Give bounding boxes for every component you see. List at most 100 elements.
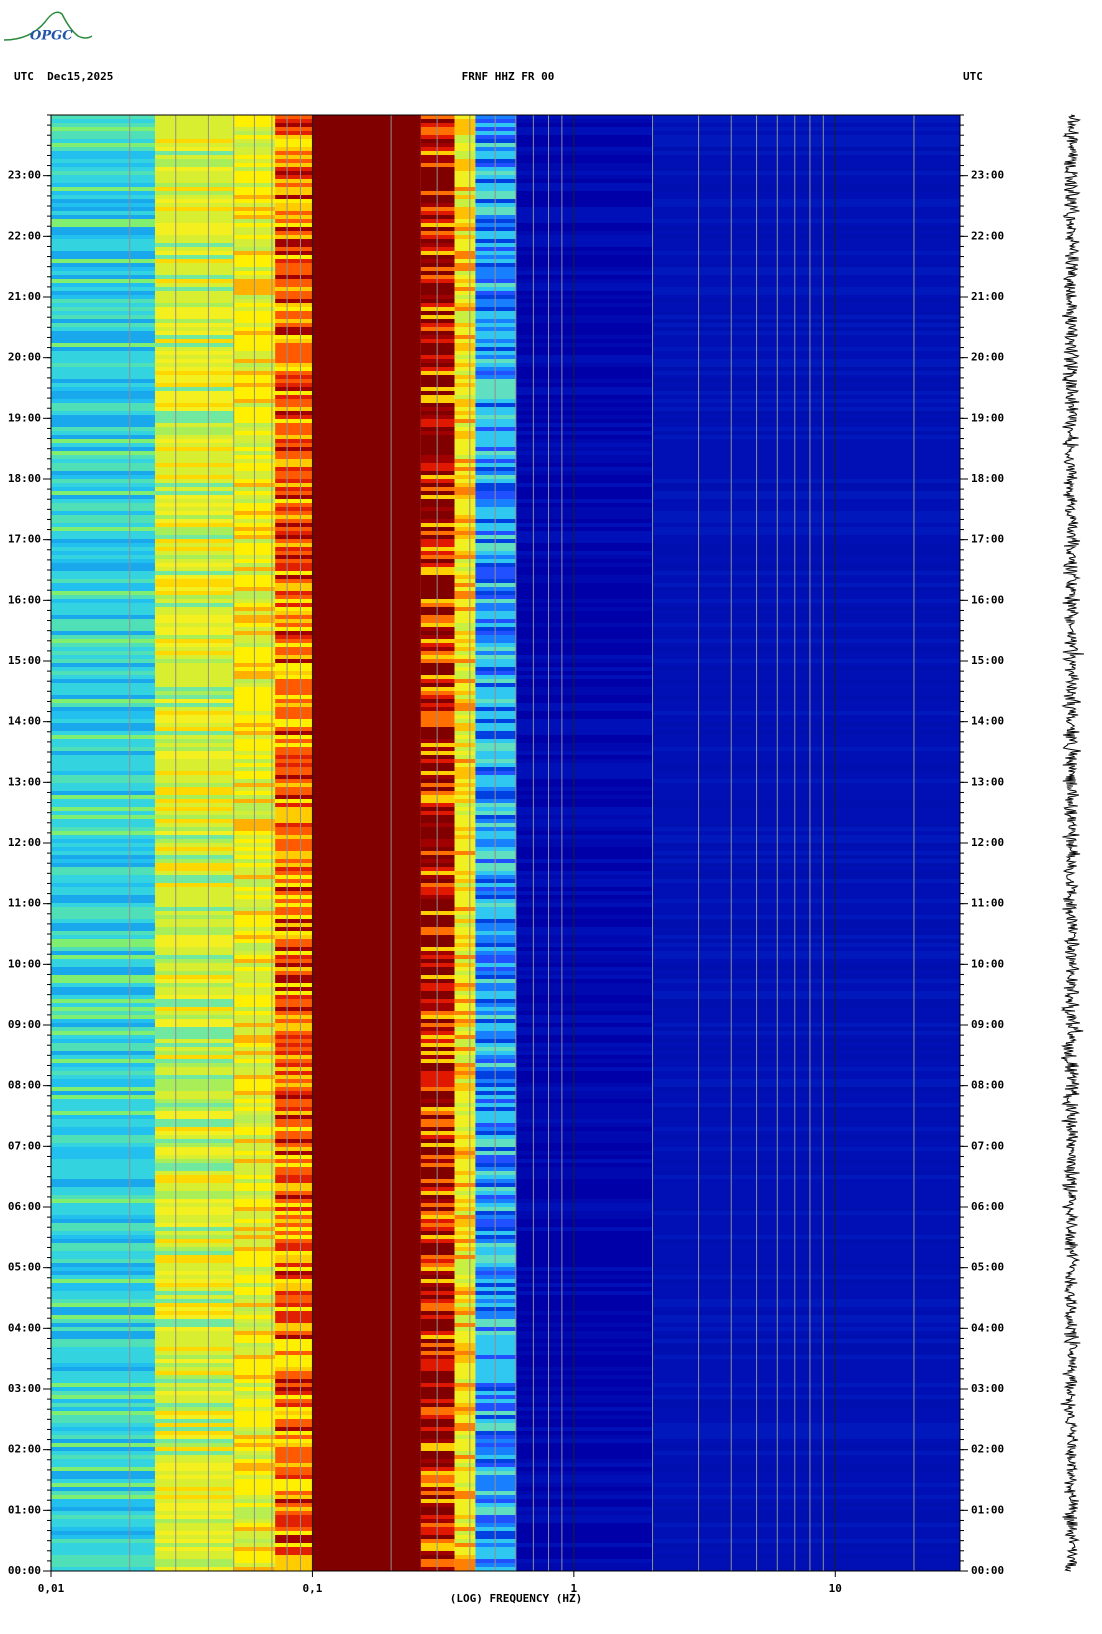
- band-cell: [652, 1187, 960, 1191]
- band-cell: [652, 1171, 960, 1175]
- band-cell: [155, 127, 234, 131]
- band-cell: [515, 715, 653, 719]
- band-cell: [515, 647, 653, 651]
- band-cell: [155, 1319, 234, 1323]
- band-cell: [454, 1067, 476, 1071]
- band-cell: [420, 1515, 455, 1519]
- band-cell: [51, 639, 156, 643]
- band-cell: [515, 1115, 653, 1119]
- band-cell: [275, 1387, 313, 1391]
- band-cell: [51, 1519, 156, 1523]
- band-cell: [155, 1187, 234, 1191]
- band-cell: [275, 1003, 313, 1007]
- band-cell: [420, 1391, 455, 1395]
- band-cell: [515, 675, 653, 679]
- band-cell: [275, 599, 313, 603]
- band-cell: [652, 751, 960, 755]
- y-tick-label: 11:00: [971, 897, 1004, 910]
- band-cell: [515, 527, 653, 531]
- band-cell: [420, 663, 455, 667]
- band-cell: [652, 791, 960, 795]
- band-cell: [515, 1195, 653, 1199]
- band-cell: [420, 735, 455, 739]
- band-cell: [454, 623, 476, 627]
- band-cell: [51, 663, 156, 667]
- band-cell: [454, 447, 476, 451]
- band-cell: [420, 139, 455, 143]
- band-cell: [155, 487, 234, 491]
- band-cell: [454, 1535, 476, 1539]
- band-cell: [454, 163, 476, 167]
- band-cell: [155, 523, 234, 527]
- band-cell: [454, 899, 476, 903]
- band-cell: [420, 319, 455, 323]
- band-cell: [454, 371, 476, 375]
- band-cell: [652, 615, 960, 619]
- band-cell: [652, 731, 960, 735]
- band-cell: [652, 175, 960, 179]
- band-cell: [515, 671, 653, 675]
- band-cell: [420, 1271, 455, 1275]
- band-cell: [515, 651, 653, 655]
- band-cell: [51, 299, 156, 303]
- band-cell: [652, 199, 960, 203]
- band-cell: [275, 239, 313, 243]
- band-cell: [652, 315, 960, 319]
- band-cell: [155, 215, 234, 219]
- band-cell: [420, 511, 455, 515]
- band-cell: [652, 527, 960, 531]
- band-cell: [420, 491, 455, 495]
- band-cell: [420, 403, 455, 407]
- band-cell: [420, 691, 455, 695]
- band-cell: [155, 867, 234, 871]
- band-cell: [420, 1127, 455, 1131]
- band-cell: [51, 387, 156, 391]
- band-cell: [420, 675, 455, 679]
- band-cell: [275, 635, 313, 639]
- band-cell: [454, 655, 476, 659]
- band-cell: [275, 355, 313, 359]
- band-cell: [51, 1287, 156, 1291]
- band-cell: [515, 819, 653, 823]
- y-tick-label: 02:00: [971, 1443, 1004, 1456]
- band-cell: [515, 1351, 653, 1355]
- band-cell: [515, 119, 653, 123]
- band-cell: [51, 187, 156, 191]
- band-cell: [652, 1539, 960, 1543]
- band-cell: [652, 1283, 960, 1287]
- band-cell: [652, 767, 960, 771]
- band-cell: [652, 1091, 960, 1095]
- band-cell: [155, 619, 234, 623]
- band-cell: [155, 583, 234, 587]
- band-cell: [275, 1363, 313, 1367]
- band-cell: [275, 539, 313, 543]
- band-cell: [275, 991, 313, 995]
- band-cell: [454, 1511, 476, 1515]
- band-cell: [652, 831, 960, 835]
- band-cell: [454, 435, 476, 439]
- band-cell: [454, 415, 476, 419]
- band-cell: [155, 1375, 234, 1379]
- band-cell: [420, 623, 455, 627]
- band-cell: [420, 451, 455, 455]
- band-cell: [275, 255, 313, 259]
- band-cell: [652, 1503, 960, 1507]
- band-cell: [420, 1195, 455, 1199]
- band-cell: [515, 927, 653, 931]
- band-cell: [515, 1095, 653, 1099]
- band-cell: [515, 451, 653, 455]
- band-cell: [454, 1295, 476, 1299]
- band-cell: [275, 547, 313, 551]
- band-cell: [275, 1071, 313, 1075]
- band-cell: [155, 1503, 234, 1507]
- band-cell: [51, 1155, 156, 1159]
- band-cell: [420, 547, 455, 551]
- band-cell: [652, 471, 960, 475]
- band-cell: [652, 1027, 960, 1031]
- band-cell: [51, 1275, 156, 1279]
- band-cell: [515, 691, 653, 695]
- band-cell: [155, 391, 234, 395]
- band-cell: [155, 203, 234, 207]
- band-cell: [454, 1107, 476, 1111]
- band-cell: [420, 619, 455, 623]
